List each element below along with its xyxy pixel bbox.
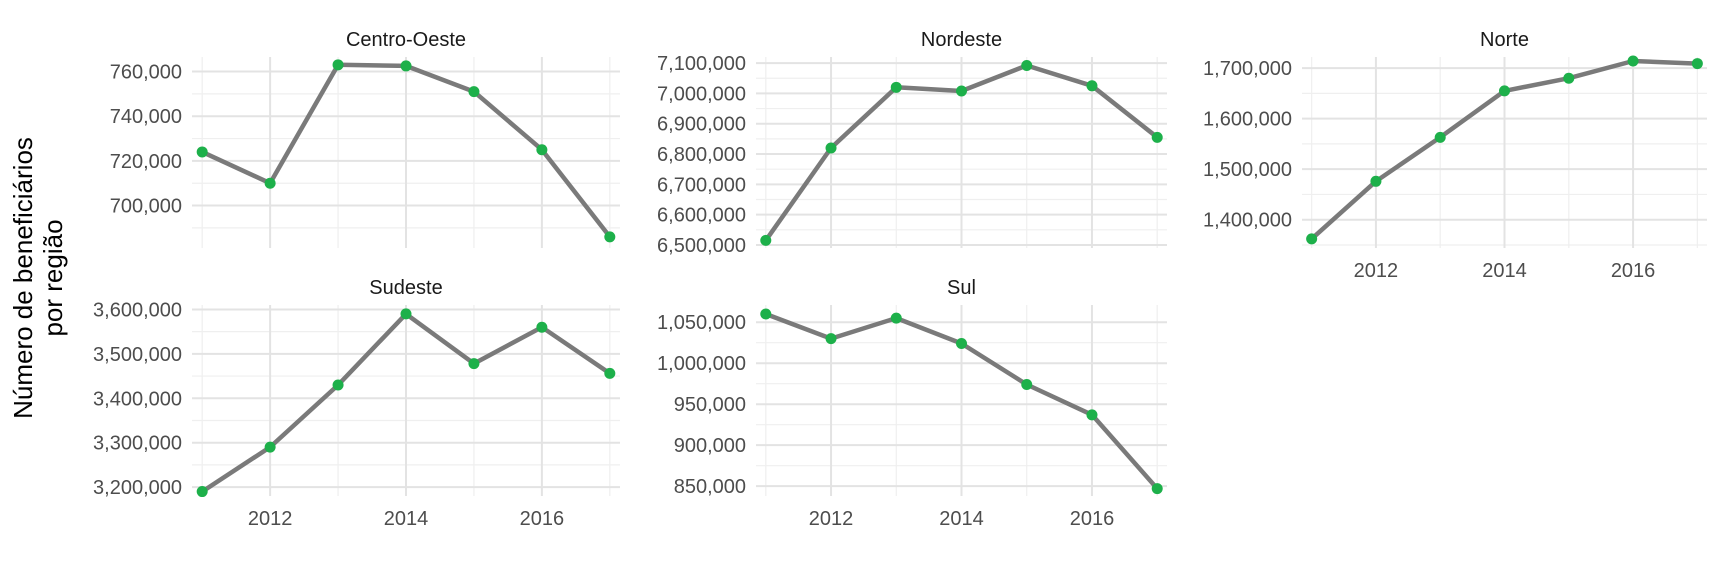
data-point	[1086, 80, 1098, 92]
x-tick-label: 2016	[520, 508, 565, 530]
data-point	[264, 177, 276, 189]
facet-title: Norte	[1480, 29, 1529, 51]
y-tick-label: 3,300,000	[93, 433, 182, 455]
y-tick-label: 7,000,000	[657, 83, 746, 105]
y-tick-label: 3,600,000	[93, 299, 182, 321]
data-point	[400, 308, 412, 320]
x-tick-label: 2014	[1482, 260, 1527, 282]
data-point	[400, 60, 412, 72]
x-tick-label: 2012	[248, 508, 293, 530]
data-point	[604, 231, 616, 243]
data-point	[332, 59, 344, 71]
y-tick-label: 6,600,000	[657, 205, 746, 227]
data-point	[956, 85, 967, 97]
y-axis-title: Número de beneficiários por região	[8, 137, 68, 419]
facet-title: Sudeste	[369, 277, 442, 299]
facet-title: Sul	[947, 277, 976, 299]
panel-norte: 1,400,000 1,500,000 1,600,000 1,700,000 2012…	[1203, 29, 1707, 282]
y-tick-label: 760,000	[110, 62, 182, 84]
facet-title: Nordeste	[921, 29, 1002, 51]
data-point	[332, 379, 344, 391]
y-tick-label: 6,500,000	[657, 235, 746, 257]
x-tick-label: 2014	[384, 508, 429, 530]
data-point	[1563, 72, 1575, 84]
y-tick-label: 7,100,000	[657, 53, 746, 75]
y-tick-label: 850,000	[674, 476, 746, 498]
data-point	[1021, 379, 1033, 391]
data-point	[1499, 85, 1510, 97]
panel-sul: 850,000 900,000 950,000 1,000,000 1,050,000 2…	[657, 277, 1167, 530]
data-point	[468, 358, 480, 370]
y-tick-label: 1,050,000	[657, 312, 746, 334]
data-point	[760, 234, 772, 246]
y-tick-label: 740,000	[110, 106, 182, 128]
y-tick-label: 1,000,000	[657, 353, 746, 375]
data-point	[1370, 175, 1382, 187]
data-point	[1086, 409, 1098, 421]
y-tick-label: 1,600,000	[1203, 109, 1292, 131]
data-point	[1021, 59, 1033, 71]
data-point	[825, 333, 837, 345]
y-axis-title-line-2: por região	[38, 219, 68, 336]
data-point	[536, 144, 548, 156]
data-point	[196, 146, 208, 158]
data-point	[196, 486, 208, 498]
panel-sudeste: 3,200,000 3,300,000 3,400,000 3,500,000 3,60…	[93, 277, 620, 530]
y-tick-label: 1,400,000	[1203, 210, 1292, 232]
data-point	[1627, 55, 1639, 67]
data-point	[536, 321, 548, 333]
data-point	[1691, 58, 1703, 70]
y-tick-label: 700,000	[110, 196, 182, 218]
data-point	[604, 367, 616, 379]
x-tick-label: 2012	[809, 508, 854, 530]
data-point	[956, 338, 967, 350]
data-point	[890, 312, 902, 324]
y-axis-title-line-1: Número de beneficiários	[8, 137, 38, 419]
y-tick-label: 6,900,000	[657, 114, 746, 136]
y-tick-label: 720,000	[110, 151, 182, 173]
data-point	[1151, 483, 1163, 495]
y-tick-label: 3,500,000	[93, 344, 182, 366]
y-tick-label: 950,000	[674, 394, 746, 416]
data-point	[1306, 233, 1318, 245]
data-point	[1151, 131, 1163, 143]
y-tick-label: 1,500,000	[1203, 159, 1292, 181]
y-tick-label: 3,200,000	[93, 477, 182, 499]
data-point	[890, 81, 902, 93]
y-tick-label: 3,400,000	[93, 388, 182, 410]
panel-nordeste: 6,500,000 6,600,000 6,700,000 6,800,000 6,90…	[657, 29, 1167, 257]
x-tick-label: 2016	[1611, 260, 1656, 282]
x-tick-label: 2014	[939, 508, 984, 530]
data-point	[825, 142, 837, 154]
y-tick-label: 6,700,000	[657, 174, 746, 196]
y-tick-label: 6,800,000	[657, 144, 746, 166]
data-point	[264, 441, 276, 453]
facet-title: Centro-Oeste	[346, 29, 466, 51]
panel-centro-oeste: 700,000 720,000 740,000 760,000 Centro-Oeste	[110, 29, 620, 248]
facet-panels: 700,000 720,000 740,000 760,000 Centro-Oeste…	[93, 29, 1707, 530]
data-point	[1434, 131, 1446, 143]
y-tick-label: 1,700,000	[1203, 58, 1292, 80]
x-tick-label: 2016	[1070, 508, 1115, 530]
data-point	[468, 86, 480, 98]
data-point	[760, 308, 772, 320]
x-tick-label: 2012	[1354, 260, 1399, 282]
y-tick-label: 900,000	[674, 435, 746, 457]
